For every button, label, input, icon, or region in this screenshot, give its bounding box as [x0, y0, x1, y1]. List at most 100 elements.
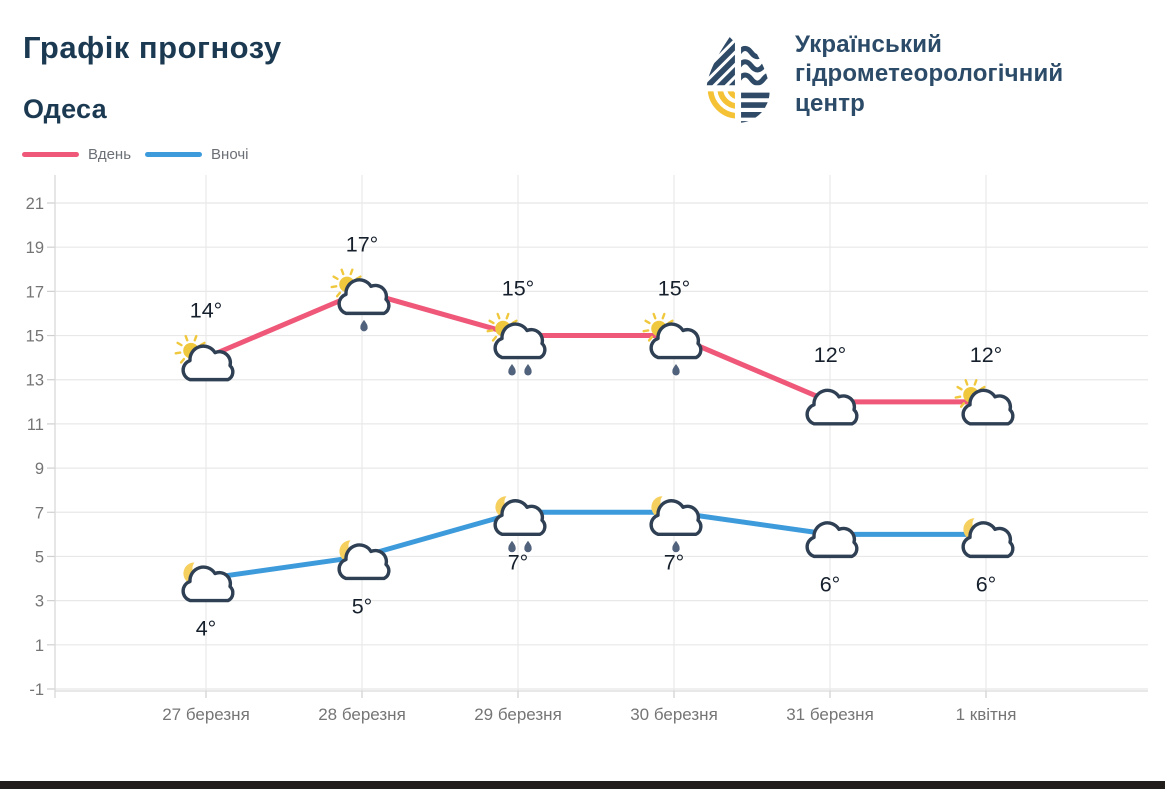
cloud-icon	[337, 278, 391, 316]
cloud-icon	[961, 521, 1015, 559]
y-axis-tick-label: 7	[35, 504, 44, 522]
day-line-swatch	[22, 152, 79, 157]
bottom-edge-strip	[0, 781, 1165, 789]
weather-icon-sun-cloud	[174, 334, 235, 382]
raindrop-icon	[524, 364, 532, 376]
cloud-icon	[961, 388, 1015, 426]
logo-wave-lines	[741, 45, 770, 86]
sun-ray	[491, 335, 498, 342]
night-temp-label: 4°	[196, 617, 217, 641]
legend-label-day: Вдень	[88, 146, 132, 163]
cloud-icon	[649, 322, 703, 360]
day-temp-label: 14°	[190, 299, 223, 323]
weather-icon-moon-cloud-rain-1	[649, 496, 703, 553]
cloud-icon	[805, 388, 859, 426]
night-temp-label: 7°	[508, 550, 529, 574]
x-axis-label: 29 березня	[474, 705, 562, 724]
brand-block: Український гідрометеорологічний центр	[698, 24, 1063, 126]
chart-legend: Вдень Вночі	[22, 146, 262, 163]
sun-ray	[332, 275, 339, 281]
sun-ray	[349, 268, 354, 276]
weather-icon-moon-cloud	[181, 562, 235, 603]
day-series-line	[203, 288, 989, 405]
org-name-line: Український	[795, 31, 943, 58]
x-axis-label: 31 березня	[786, 705, 874, 724]
sun-ray	[642, 329, 650, 333]
cloud-icon	[181, 344, 235, 382]
night-temp-label: 6°	[976, 572, 997, 596]
day-temp-label: 15°	[658, 277, 691, 301]
raindrop-icon	[524, 540, 532, 553]
y-axis-tick-label: 11	[27, 416, 44, 434]
raindrop-icon	[508, 364, 516, 376]
city-name: Одеса	[23, 94, 107, 124]
y-axis-tick-label: -1	[29, 681, 44, 699]
sun-icon	[954, 379, 988, 412]
weather-icon-sun-cloud	[954, 379, 1015, 426]
sun-ray	[661, 312, 666, 320]
weather-icon-sun-cloud-rain-1	[642, 312, 703, 376]
night-temp-label: 5°	[352, 594, 373, 618]
night-temp-label: 6°	[820, 572, 841, 596]
legend-item-night: Вночі	[145, 146, 248, 163]
y-axis-tick-label: 3	[35, 593, 44, 611]
y-axis-tick-label: 9	[35, 460, 44, 478]
sun-ray	[956, 385, 963, 391]
sun-ray	[176, 341, 183, 347]
raindrop-icon	[672, 364, 680, 376]
sun-ray	[174, 351, 182, 355]
y-axis-tick-label: 15	[26, 328, 44, 346]
x-axis-label: 1 квітня	[956, 705, 1017, 724]
day-temp-label: 12°	[814, 343, 847, 367]
cloud-icon	[493, 322, 547, 360]
sun-ray	[964, 379, 969, 386]
org-name: Український гідрометеорологічний центр	[795, 24, 1063, 118]
day-temp-label: 17°	[346, 232, 379, 256]
sun-ray	[193, 334, 198, 342]
weather-icon-cloud	[805, 388, 859, 426]
legend-label-night: Вночі	[211, 146, 249, 163]
cloud-icon	[493, 499, 547, 536]
sun-ray	[179, 357, 186, 364]
page-title: Графік прогнозу	[23, 30, 282, 65]
night-temp-label: 7°	[664, 550, 685, 574]
logo-horizontal-stripes	[741, 92, 770, 123]
cloud-icon	[649, 499, 703, 536]
weather-icon-moon-cloud	[961, 518, 1015, 559]
sun-ray	[959, 402, 966, 408]
sun-ray	[647, 335, 654, 342]
sun-ray	[184, 334, 189, 342]
sun-ray	[486, 329, 494, 333]
y-axis-tick-label: 13	[26, 372, 44, 390]
y-axis-tick-label: 5	[35, 548, 44, 566]
x-axis-label: 30 березня	[630, 705, 718, 724]
sun-ray	[505, 312, 510, 320]
sun-ray	[488, 319, 495, 325]
weather-icon-sun-cloud-rain-1	[330, 268, 391, 332]
day-temp-label: 15°	[502, 277, 535, 301]
weather-icon-sun-cloud-rain-2	[486, 312, 547, 376]
cloud-icon	[805, 521, 859, 559]
sun-ray	[496, 312, 501, 320]
sun-ray	[652, 312, 657, 320]
cloud-icon	[181, 565, 235, 603]
uhmc-droplet-logo-icon	[706, 36, 770, 123]
cloud-icon	[337, 543, 391, 581]
sun-ray	[330, 285, 338, 289]
weather-icon-moon-cloud-rain-2	[493, 496, 547, 553]
sun-ray	[340, 268, 345, 276]
raindrop-icon	[672, 540, 680, 553]
org-name-line: центр	[795, 89, 866, 117]
weather-icon-moon-cloud	[337, 540, 391, 581]
night-series-line	[203, 509, 989, 582]
y-axis-tick-label: 21	[26, 195, 44, 213]
sun-ray	[973, 379, 978, 386]
y-axis-tick-label: 1	[35, 637, 44, 655]
night-line-swatch	[145, 152, 203, 157]
org-name-line: гідрометеорологічний	[795, 60, 1064, 88]
weather-icon-cloud	[805, 521, 859, 559]
raindrop-icon	[508, 540, 516, 553]
sun-ray	[335, 291, 342, 298]
